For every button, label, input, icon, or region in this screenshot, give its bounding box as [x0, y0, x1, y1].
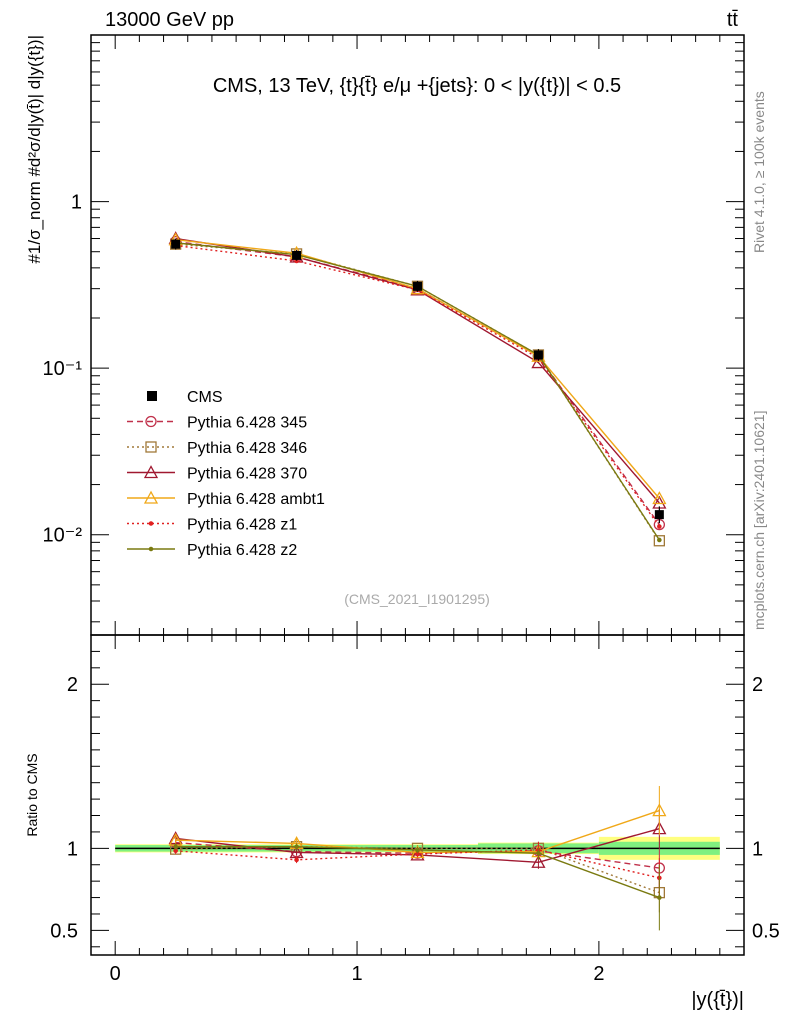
ratio-series-layer [168, 785, 667, 931]
process-label: tt̄ [727, 9, 739, 31]
ratio-point-5 [536, 850, 541, 856]
y-tick-label: 10⁻² [43, 525, 83, 547]
main-title: CMS, 13 TeV, {t}{t̄} e/μ +{jets}: 0 < |y… [213, 75, 621, 97]
rivet-label: Rivet 4.1.0, ≥ 100k events [751, 91, 767, 253]
x-axis-ticks: 0 1 2 [110, 35, 721, 985]
ratio-tick-label-left: 2 [67, 674, 78, 696]
energy-label: 13000 GeV pp [105, 9, 234, 31]
legend-label-4: Pythia 6.428 z1 [187, 517, 297, 534]
legend-marker-0 [145, 415, 157, 428]
analysis-id: (CMS_2021_I1901295) [344, 591, 490, 607]
data-point [292, 250, 302, 260]
ratio-tick-label-left: 0.5 [50, 920, 78, 942]
ratio-point-2 [531, 854, 546, 868]
main-ylabel: #1/σ_norm #d²σ/d|y(t̄)| d|y({t})| [25, 35, 44, 264]
series-line-2 [175, 237, 660, 504]
series-point-3 [652, 491, 667, 505]
legend-label-5: Pythia 6.428 z2 [187, 542, 297, 559]
source-label: mcplots.cern.ch [arXiv:2401.10621] [751, 411, 767, 630]
legend-marker-2 [143, 465, 159, 479]
legend-marker-data [147, 391, 157, 401]
main-series-layer [168, 231, 667, 547]
x-tick-label: 2 [593, 963, 604, 985]
ratio-point-4 [294, 857, 299, 863]
legend-marker-5 [148, 546, 154, 552]
y-tick-label: 1 [71, 192, 82, 214]
data-point [171, 239, 181, 249]
ratio-point-5 [294, 844, 299, 849]
legend-marker-1 [145, 441, 157, 453]
data-point [654, 510, 664, 520]
legend-label-data: CMS [187, 389, 223, 406]
y-tick-label: 10⁻¹ [43, 358, 83, 380]
ratio-tick-label-right: 2 [752, 674, 763, 696]
ratio-point-5 [173, 844, 178, 849]
legend-marker-3 [143, 490, 159, 504]
legend-marker-4 [148, 521, 154, 526]
x-axis-label: |y({t̄})| [691, 989, 744, 1011]
series-point-1 [653, 535, 666, 547]
ratio-point-5 [657, 895, 662, 900]
series-line-3 [175, 239, 660, 499]
ratio-tick-label-right: 0.5 [752, 920, 780, 942]
legend: CMS Pythia 6.428 345 Pythia 6.428 346 Pythi… [127, 389, 325, 559]
x-tick-label: 0 [110, 963, 121, 985]
ratio-panel: 2 2 1 1 0.5 0.5 Ratio to CMS [24, 634, 780, 956]
data-point [413, 281, 422, 291]
legend-label-2: Pythia 6.428 370 [187, 466, 307, 483]
ratio-line-4 [175, 849, 660, 879]
ratio-point-3 [652, 803, 667, 817]
legend-label-0: Pythia 6.428 345 [187, 415, 307, 432]
series-point-5 [657, 537, 662, 543]
ratio-point-3 [410, 845, 425, 859]
ratio-ylabel: Ratio to CMS [24, 753, 40, 836]
ratio-axis-ticks: 2 2 1 1 0.5 0.5 [50, 634, 780, 948]
ratio-tick-label-right: 1 [752, 838, 763, 860]
ratio-point-5 [415, 847, 420, 853]
main-panel: 1 10⁻¹ 10⁻² CMS, 13 TeV, {t}{t̄} e/μ +{jet… [25, 34, 745, 636]
ratio-tick-label-left: 1 [67, 838, 78, 860]
main-axis-ticks: 1 10⁻¹ 10⁻² [43, 42, 744, 623]
series-line-0 [175, 240, 660, 526]
data-point [533, 350, 543, 360]
x-tick-label: 1 [351, 963, 362, 985]
ratio-frame [90, 634, 745, 956]
legend-label-3: Pythia 6.428 ambt1 [187, 491, 325, 508]
legend-label-1: Pythia 6.428 346 [187, 440, 307, 457]
series-point-4 [657, 524, 662, 529]
